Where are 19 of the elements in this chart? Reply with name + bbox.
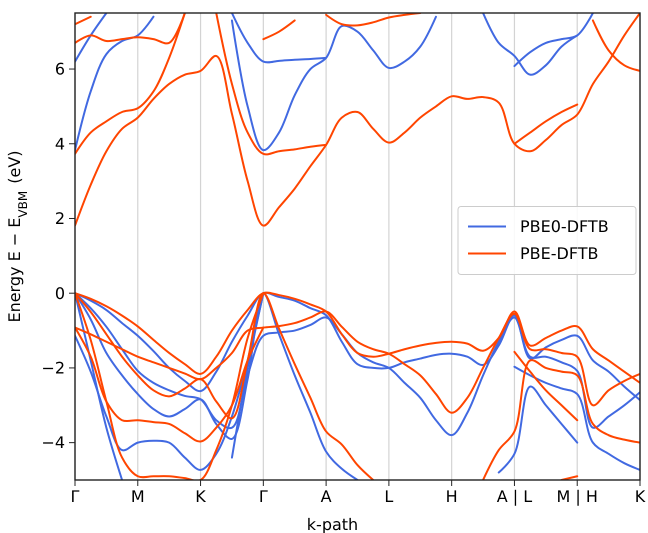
y-tick-label: 2 xyxy=(54,209,65,228)
x-tick-label: M | H xyxy=(556,487,598,506)
x-tick-label: K xyxy=(634,487,646,506)
y-tick-label: 4 xyxy=(54,134,65,154)
y-tick-label: 0 xyxy=(54,284,65,303)
y-tick-label: −2 xyxy=(41,358,65,378)
legend-label: PBE-DFTB xyxy=(520,244,598,264)
x-tick-label: K xyxy=(195,487,206,506)
x-tick-label: A | L xyxy=(496,487,532,506)
x-tick-label: Γ xyxy=(258,487,268,506)
x-tick-label: Γ xyxy=(70,487,80,506)
x-tick-label: L xyxy=(384,487,394,506)
x-tick-label: H xyxy=(446,487,458,506)
x-axis-title: k-path xyxy=(306,515,358,533)
x-tick-label: A xyxy=(320,487,332,506)
legend-label: PBE0-DFTB xyxy=(520,217,609,236)
y-tick-label: 6 xyxy=(54,60,65,79)
y-tick-label: −4 xyxy=(41,433,65,452)
x-tick-label: M xyxy=(130,487,145,506)
